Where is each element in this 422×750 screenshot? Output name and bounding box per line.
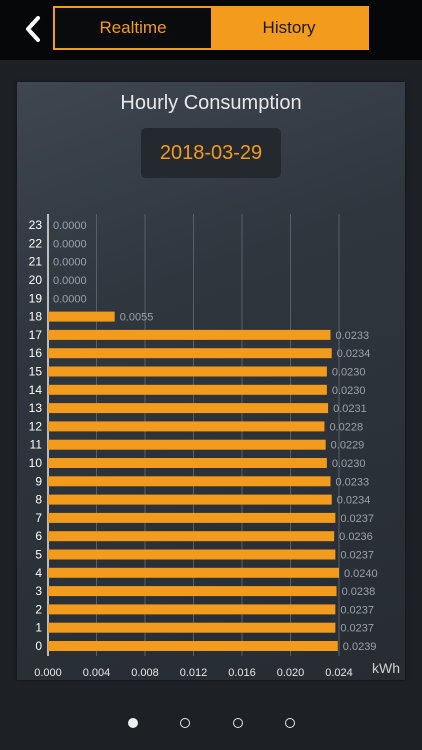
bar xyxy=(48,622,336,633)
y-tick-label: 9 xyxy=(35,474,42,488)
x-tick-label: 0.020 xyxy=(277,667,305,679)
data-label: 0.0239 xyxy=(343,641,377,653)
data-label: 0.0230 xyxy=(332,367,366,379)
page-dot-3[interactable] xyxy=(233,718,243,728)
bar xyxy=(48,641,338,651)
y-tick-label: 12 xyxy=(29,419,43,433)
y-tick-label: 7 xyxy=(35,511,42,525)
y-tick-label: 20 xyxy=(29,273,43,287)
bar xyxy=(48,494,332,505)
y-tick-label: 23 xyxy=(29,218,43,232)
bar xyxy=(48,476,331,487)
data-label: 0.0230 xyxy=(332,385,366,397)
y-tick-label: 18 xyxy=(29,310,43,324)
bar xyxy=(48,384,327,395)
y-tick-label: 5 xyxy=(35,548,42,562)
y-tick-label: 6 xyxy=(35,529,42,543)
data-label: 0.0000 xyxy=(53,238,87,250)
y-tick-label: 4 xyxy=(35,566,42,580)
y-tick-label: 13 xyxy=(29,401,43,415)
bar xyxy=(48,458,327,468)
x-tick-label: 0.004 xyxy=(83,667,111,679)
bar xyxy=(48,549,336,560)
tab-history[interactable]: History xyxy=(211,8,367,48)
y-tick-label: 1 xyxy=(35,621,42,635)
data-label: 0.0229 xyxy=(331,440,365,452)
y-tick-label: 3 xyxy=(35,584,42,598)
y-tick-label: 10 xyxy=(29,456,43,470)
data-label: 0.0237 xyxy=(340,550,374,562)
y-tick-label: 21 xyxy=(29,255,43,269)
bar xyxy=(48,567,339,578)
y-tick-label: 0 xyxy=(35,639,42,653)
page-dot-4[interactable] xyxy=(285,718,295,728)
chevron-left-icon xyxy=(26,16,40,42)
data-label: 0.0055 xyxy=(120,312,154,324)
x-tick-label: 0.008 xyxy=(131,667,159,679)
bar xyxy=(48,348,332,359)
y-tick-label: 15 xyxy=(29,365,43,379)
bar xyxy=(48,586,337,597)
x-tick-label: 0.016 xyxy=(228,667,256,679)
page-dot-1[interactable] xyxy=(128,718,138,728)
data-label: 0.0237 xyxy=(340,623,374,635)
view-segmented-control: Realtime History xyxy=(53,6,369,50)
bar xyxy=(48,512,336,523)
y-tick-label: 2 xyxy=(35,602,42,616)
date-selector[interactable]: 2018-03-29 xyxy=(141,128,281,178)
y-tick-label: 14 xyxy=(29,383,43,397)
data-label: 0.0238 xyxy=(342,586,376,598)
data-label: 0.0230 xyxy=(332,458,366,470)
data-label: 0.0000 xyxy=(53,220,87,232)
tab-realtime[interactable]: Realtime xyxy=(55,8,211,48)
y-tick-label: 11 xyxy=(30,438,43,452)
back-button[interactable] xyxy=(18,12,48,46)
data-label: 0.0237 xyxy=(340,604,374,616)
x-axis-unit-label: kWh xyxy=(372,660,400,676)
data-label: 0.0234 xyxy=(337,348,371,360)
data-label: 0.0240 xyxy=(344,568,378,580)
y-tick-label: 16 xyxy=(29,346,43,360)
bar xyxy=(48,421,325,432)
bar xyxy=(48,366,327,377)
data-label: 0.0231 xyxy=(333,403,367,415)
data-label: 0.0000 xyxy=(53,257,87,269)
data-label: 0.0234 xyxy=(337,495,371,507)
y-tick-label: 17 xyxy=(29,328,43,342)
x-tick-label: 0.024 xyxy=(325,667,353,679)
bar xyxy=(48,439,326,450)
bar xyxy=(48,604,336,615)
bar xyxy=(48,531,335,542)
top-bar: Realtime History xyxy=(0,0,422,60)
x-tick-label: 0.012 xyxy=(180,667,208,679)
y-tick-label: 22 xyxy=(29,236,43,250)
bar xyxy=(48,329,331,340)
page-indicator xyxy=(0,715,422,735)
data-label: 0.0237 xyxy=(340,513,374,525)
data-label: 0.0000 xyxy=(53,275,87,287)
y-tick-label: 8 xyxy=(35,493,42,507)
data-label: 0.0228 xyxy=(329,421,363,433)
data-label: 0.0000 xyxy=(53,293,87,305)
y-tick-label: 19 xyxy=(29,291,43,305)
x-tick-label: 0.000 xyxy=(34,667,62,679)
bar xyxy=(48,311,115,322)
page-dot-2[interactable] xyxy=(180,718,190,728)
chart-panel xyxy=(17,82,405,680)
chart-title: Hourly Consumption xyxy=(120,92,302,114)
data-label: 0.0233 xyxy=(336,476,370,488)
data-label: 0.0236 xyxy=(339,531,373,543)
bar xyxy=(48,403,329,414)
data-label: 0.0233 xyxy=(336,330,370,342)
